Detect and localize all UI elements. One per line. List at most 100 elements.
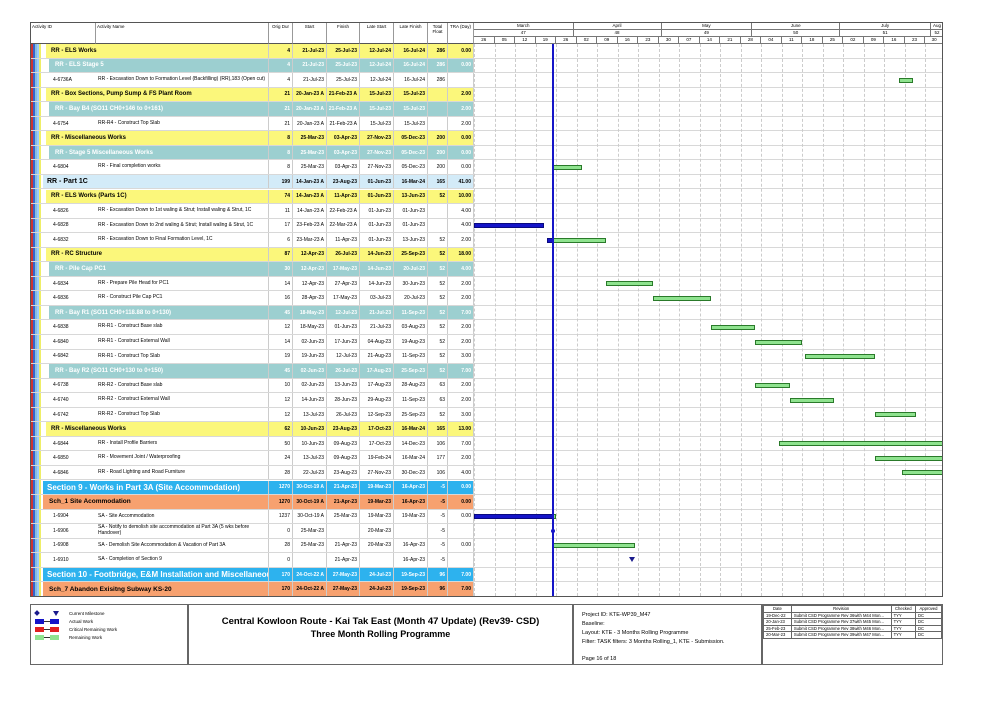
week-header: 19	[535, 37, 557, 44]
remaining-work-bar[interactable]	[553, 164, 583, 170]
remaining-work-bar[interactable]	[755, 339, 803, 345]
activity-name: RR - Install Profile Barriers	[96, 436, 269, 451]
row-background	[49, 364, 474, 378]
actual-work-bar[interactable]	[474, 514, 554, 520]
remaining-work-bar[interactable]	[755, 383, 791, 389]
table-row[interactable]: 4-6844 RR - Install Profile Barriers 50 10-…	[31, 436, 942, 452]
remaining-work-bar[interactable]	[901, 470, 942, 476]
table-row[interactable]: Section 9 - Works in Part 3A (Site Accom…	[31, 480, 942, 496]
actual-work-bar[interactable]	[474, 223, 545, 229]
table-row[interactable]: RR - Miscellaneous Works 8 25-Mar-23 03-Apr…	[31, 131, 942, 146]
gridline	[925, 44, 927, 596]
cell-finish: 03-Apr-23	[327, 160, 360, 174]
table-row[interactable]: 4-6832 RR - Excavation Down to Final Form…	[31, 233, 942, 248]
cell-dur: 4	[269, 58, 293, 73]
cell-tf: 52	[428, 189, 448, 204]
remaining-work-bar[interactable]	[898, 77, 914, 83]
table-row[interactable]: 4-6838 RR-R1 - Construct Base slab 12 18-Ma…	[31, 320, 942, 335]
legend-label: Actual Work	[69, 618, 94, 624]
table-row[interactable]: RR - Bay R1 (SO11 CH0+118.88 to 0+130) 45…	[31, 305, 942, 321]
remaining-work-bar[interactable]	[778, 441, 942, 447]
remaining-work-bar[interactable]	[875, 455, 942, 461]
cell-finish: 12-Jul-23	[327, 305, 360, 320]
cell-ls: 15-Jul-23	[360, 102, 394, 116]
table-row[interactable]: RR - Pile Cap PC1 30 12-Apr-23 17-May-23 14-…	[31, 262, 942, 277]
remaining-work-bar[interactable]	[605, 281, 653, 287]
cell-finish: 21-Apr-23	[327, 553, 360, 567]
remaining-work-bar[interactable]	[553, 543, 636, 549]
table-row[interactable]: RR - ELS Stage 5 4 21-Jul-23 25-Jul-23 12-Ju…	[31, 58, 942, 74]
revision-cell: DC	[914, 624, 943, 632]
cell-ls: 14-Jun-23	[360, 247, 394, 262]
cell-lf: 16-Jul-24	[394, 58, 428, 73]
column-header-id[interactable]: Activity ID	[31, 23, 96, 44]
remaining-work-bar[interactable]	[652, 295, 712, 301]
column-header-lf[interactable]: Late Finish	[394, 23, 428, 44]
column-header-name[interactable]: Activity Name	[96, 23, 269, 44]
cell-start: 12-Apr-23	[293, 276, 327, 291]
cell-start: 13-Jul-23	[293, 451, 327, 465]
milestone-icon[interactable]	[629, 557, 636, 563]
table-row[interactable]: RR - Bay R2 (SO11 CH0+130 to 0+150) 45 02-…	[31, 364, 942, 379]
remaining-work-bar[interactable]	[790, 397, 835, 403]
cell-dur: 21	[269, 116, 293, 131]
column-header-tra[interactable]: TRA (Day)	[448, 23, 474, 44]
table-row[interactable]: Sch_1 Site Acommodation 1270 30-Oct-19 A 21…	[31, 495, 942, 510]
table-row[interactable]: 4-6840 RR-R1 - Construct External Wall 14 0…	[31, 335, 942, 350]
table-row[interactable]: 4-6740 RR-R2 - Construct External Wall 12 1…	[31, 393, 942, 408]
table-row[interactable]: 4-6742 RR-R2 - Construct Top Slab 12 13-Jul…	[31, 407, 942, 423]
column-header-ls[interactable]: Late Start	[360, 23, 394, 44]
activity-name: RR - Prepare Pile Head for PC1	[96, 276, 269, 291]
table-row[interactable]: 1-6910 SA - Completion of Section 9 0 21-Ap…	[31, 553, 942, 568]
table-row[interactable]: RR - ELS Works (Parts 1C) 74 14-Jan-23 A 11…	[31, 189, 942, 205]
table-row[interactable]: RR - ELS Works 4 21-Jul-23 25-Jul-23 12-Jul-…	[31, 44, 942, 59]
column-header-tf[interactable]: Total Float	[428, 23, 448, 44]
table-row[interactable]: 4-6754 RR-R4 - Construct Top Slab 21 20-Jan…	[31, 116, 942, 132]
table-row[interactable]: RR - Box Sections, Pump Sump & FS Plant …	[31, 87, 942, 103]
cell-tra: 4.00	[448, 204, 474, 218]
table-row[interactable]: 4-6846 RR - Road Lighting and Road Furnit…	[31, 465, 942, 481]
cell-start: 30-Oct-19 A	[293, 509, 327, 524]
wbs-name: RR - Box Sections, Pump Sump & FS Plant …	[49, 87, 269, 102]
remaining-work-bar[interactable]	[553, 237, 606, 243]
table-row[interactable]: RR - RC Structure 87 12-Apr-23 26-Jul-23 14-…	[31, 247, 942, 263]
table-row[interactable]: RR - Miscellaneous Works 62 10-Jun-23 23-Au…	[31, 422, 942, 437]
table-row[interactable]: RR - Stage 5 Miscellaneous Works 8 25-Mar-…	[31, 145, 942, 161]
activity-name: RR - Excavation Down to Final Formation …	[96, 233, 269, 247]
cell-dur: 28	[269, 538, 293, 553]
table-row[interactable]: 1-6904 SA - Site Accommodation 1237 30-Oct-…	[31, 509, 942, 525]
table-row[interactable]: 1-6908 SA - Demolish Site Accommodation &…	[31, 538, 942, 554]
table-row[interactable]: Section 10 - Footbridge, E&M Installatio…	[31, 567, 942, 583]
table-row[interactable]: Sch_7 Abandon Exisitng Subway KS-20 170 24…	[31, 582, 942, 596]
cell-start: 22-Jul-23	[293, 465, 327, 480]
table-row[interactable]: RR - Bay B4 (SO11 CH0+146 to 0+161) 21 20-…	[31, 102, 942, 117]
activity-name: SA - Completion of Section 9	[96, 553, 269, 567]
legend-label: Current Milestone	[69, 610, 105, 616]
column-header-finish[interactable]: Finish	[327, 23, 360, 44]
remaining-work-bar[interactable]	[805, 354, 876, 360]
table-row[interactable]: 4-6738 RR-R2 - Construct Base slab 10 02-Ju…	[31, 378, 942, 394]
remaining-work-bar[interactable]	[711, 324, 756, 330]
remaining-work-bar[interactable]	[875, 412, 917, 418]
actual-bar-icon	[35, 618, 59, 624]
cell-ls: 04-Aug-23	[360, 335, 394, 349]
table-row[interactable]: 4-6826 RR - Excavation Down to 1st waling…	[31, 204, 942, 219]
cell-ls: 15-Jul-23	[360, 116, 394, 131]
table-row[interactable]: 4-6736A RR - Excavation Down to Formation…	[31, 73, 942, 88]
table-row[interactable]: 4-6850 RR - Movement Joint / Waterproofin…	[31, 451, 942, 466]
table-row[interactable]: 4-6842 RR-R1 - Construct Top Slab 19 19-Jun…	[31, 349, 942, 365]
column-header-start[interactable]: Start	[293, 23, 327, 44]
milestone-icon	[34, 609, 59, 616]
table-row[interactable]: 1-6906 SA - Notify to demolish site accom…	[31, 524, 942, 539]
table-row[interactable]: RR - Part 1C 199 14-Jan-23 A 23-Aug-23 01-Ju…	[31, 174, 942, 190]
activity-id: 4-6834	[53, 280, 69, 287]
revision-cell: DC	[914, 631, 943, 639]
table-row[interactable]: 4-6836 RR - Construct Pile Cap PC1 16 28-Ap…	[31, 291, 942, 306]
cell-finish: 28-Jun-23	[327, 393, 360, 407]
table-row[interactable]: 4-6804 RR - Final completion works 8 25-Mar…	[31, 160, 942, 175]
cell-ls: 17-Oct-23	[360, 422, 394, 436]
table-row[interactable]: 4-6834 RR - Prepare Pile Head for PC1 14 12…	[31, 276, 942, 292]
column-header-dur[interactable]: Orig Dur	[269, 23, 293, 44]
cell-tra: 0.00	[448, 160, 474, 174]
table-row[interactable]: 4-6828 RR - Excavation Down to 2nd waling…	[31, 218, 942, 234]
